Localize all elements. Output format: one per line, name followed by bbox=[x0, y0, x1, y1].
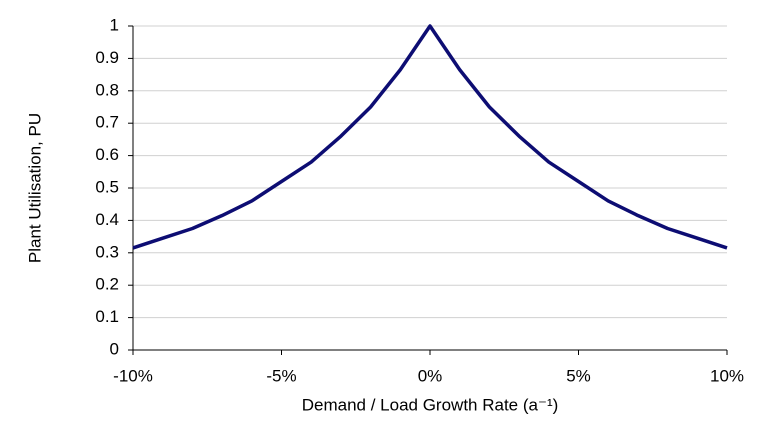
x-tick-label: 5% bbox=[566, 366, 591, 385]
x-tick-label: -10% bbox=[113, 366, 153, 385]
x-axis-label: Demand / Load Growth Rate (a⁻¹) bbox=[302, 395, 559, 414]
y-tick-label: 0 bbox=[110, 339, 119, 358]
line-series bbox=[132, 24, 728, 250]
y-tick-label: 0.4 bbox=[95, 210, 119, 229]
x-tick-label: 0% bbox=[418, 366, 443, 385]
y-tick-label: 0.3 bbox=[95, 242, 119, 261]
x-tick-label: 10% bbox=[710, 366, 744, 385]
y-axis-label: Plant Utilisation, PU bbox=[25, 113, 44, 263]
y-tick-label: 0.5 bbox=[95, 177, 119, 196]
y-tick-label: 0.8 bbox=[95, 80, 119, 99]
y-tick-label: 0.2 bbox=[95, 275, 119, 294]
y-tick-label: 0.9 bbox=[95, 48, 119, 67]
y-tick-label: 0.6 bbox=[95, 145, 119, 164]
x-tick-label: -5% bbox=[266, 366, 296, 385]
y-tick-label: 0.7 bbox=[95, 113, 119, 132]
y-tick-label: 1 bbox=[110, 15, 119, 34]
y-tick-label: 0.1 bbox=[95, 307, 119, 326]
